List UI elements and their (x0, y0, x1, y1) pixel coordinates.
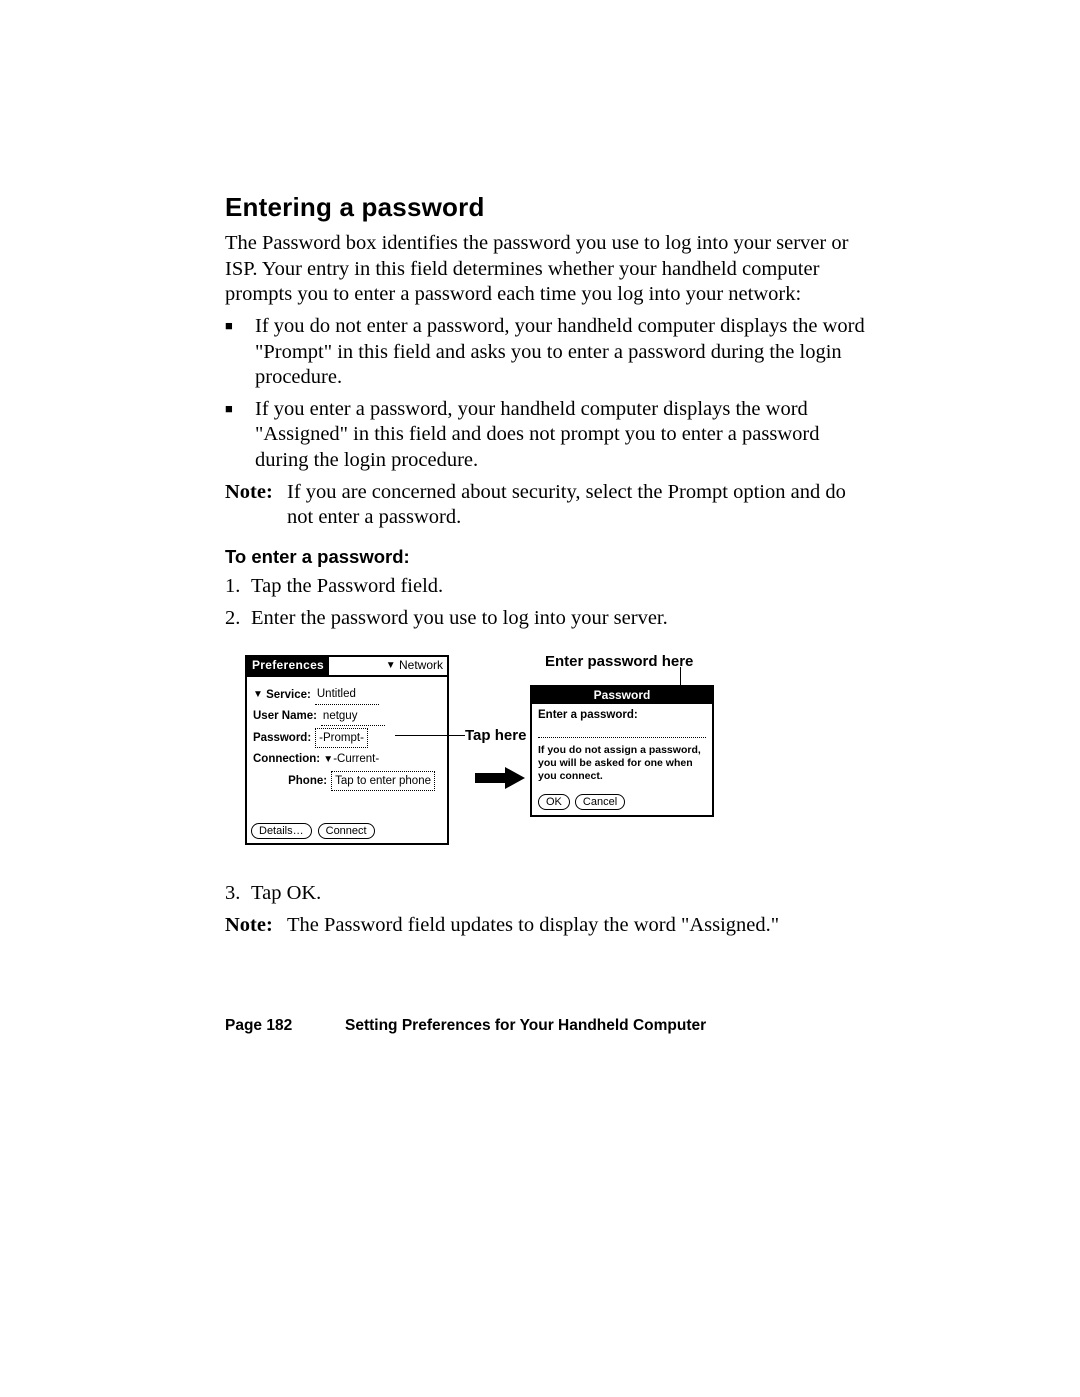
username-row: User Name: netguy (253, 707, 441, 726)
numbered-list-cont: 3. Tap OK. (225, 881, 865, 907)
password-field[interactable]: -Prompt- (315, 728, 368, 748)
password-input[interactable] (538, 725, 706, 738)
step-number: 1. (225, 574, 251, 600)
step-number: 2. (225, 606, 251, 632)
page: Entering a password The Password box ide… (0, 0, 1080, 1397)
preferences-screen: Preferences ▼ Network ▼ Service: Untitle… (245, 655, 449, 845)
step-number: 3. (225, 881, 251, 907)
bullet-text: If you do not enter a password, your han… (255, 314, 865, 391)
list-item: ■ If you do not enter a password, your h… (225, 314, 865, 391)
page-footer: Page 182 Setting Preferences for Your Ha… (225, 1017, 865, 1035)
service-label: Service: (266, 686, 311, 704)
password-row: Password: -Prompt- (253, 728, 441, 748)
note-text: If you are concerned about security, sel… (287, 480, 865, 531)
page-number: Page 182 (225, 1017, 345, 1035)
step-text: Tap the Password field. (251, 574, 865, 600)
password-dialog: Password Enter a password: If you do not… (530, 685, 714, 817)
service-row[interactable]: ▼ Service: Untitled (253, 685, 441, 704)
dialog-title: Password (532, 687, 712, 704)
connect-button[interactable]: Connect (318, 823, 375, 839)
note-label: Note: (225, 480, 287, 506)
note-label: Note: (225, 913, 287, 939)
dropdown-icon: ▼ (386, 660, 396, 673)
bullet-list: ■ If you do not enter a password, your h… (225, 314, 865, 474)
body-text: The Password box identifies the password… (225, 231, 865, 939)
panel-menu-label: Network (399, 658, 443, 672)
figure: Enter password here Preferences ▼ Networ… (225, 643, 865, 863)
section-heading: Entering a password (225, 192, 865, 223)
password-label: Password: (253, 729, 311, 747)
procedure-heading: To enter a password: (225, 545, 865, 568)
note-block: Note: The Password field updates to disp… (225, 913, 865, 939)
connection-row[interactable]: Connection: ▼ -Current- (253, 750, 441, 768)
ok-button[interactable]: OK (538, 794, 570, 810)
dialog-prompt: Enter a password: (538, 708, 706, 722)
dropdown-icon: ▼ (253, 687, 263, 703)
connection-label: Connection: (253, 750, 320, 768)
dialog-buttons: OK Cancel (538, 794, 625, 810)
phone-label: Phone: (288, 772, 327, 790)
step-text: Tap OK. (251, 881, 865, 907)
list-item: 2. Enter the password you use to log int… (225, 606, 865, 632)
callout-line (395, 735, 465, 736)
app-title: Preferences (247, 657, 329, 675)
titlebar: Preferences ▼ Network (247, 657, 447, 677)
note-text: The Password field updates to display th… (287, 913, 865, 939)
username-value[interactable]: netguy (321, 707, 385, 726)
arrow-icon (475, 767, 525, 789)
cancel-button[interactable]: Cancel (575, 794, 625, 810)
note-block: Note: If you are concerned about securit… (225, 480, 865, 531)
step-text: Enter the password you use to log into y… (251, 606, 865, 632)
main-content: Entering a password The Password box ide… (225, 192, 865, 943)
intro-paragraph: The Password box identifies the password… (225, 231, 865, 308)
phone-field[interactable]: Tap to enter phone (331, 771, 435, 791)
username-label: User Name: (253, 707, 317, 725)
bullet-icon: ■ (225, 314, 255, 338)
form-body: ▼ Service: Untitled User Name: netguy Pa… (247, 677, 447, 791)
service-value[interactable]: Untitled (315, 685, 379, 704)
callout-enter-password: Enter password here (545, 653, 693, 672)
panel-menu[interactable]: ▼ Network (329, 657, 447, 675)
details-button[interactable]: Details… (251, 823, 312, 839)
callout-tap-here: Tap here (465, 727, 526, 746)
footer-buttons: Details… Connect (251, 823, 375, 839)
list-item: 1. Tap the Password field. (225, 574, 865, 600)
list-item: ■ If you enter a password, your handheld… (225, 397, 865, 474)
chapter-title: Setting Preferences for Your Handheld Co… (345, 1017, 865, 1035)
dropdown-icon: ▼ (323, 752, 333, 768)
phone-row: Phone: Tap to enter phone (253, 771, 441, 791)
bullet-icon: ■ (225, 397, 255, 421)
dialog-body: Enter a password: If you do not assign a… (532, 704, 712, 783)
bullet-text: If you enter a password, your handheld c… (255, 397, 865, 474)
numbered-list: 1. Tap the Password field. 2. Enter the … (225, 574, 865, 631)
dialog-note: If you do not assign a password, you wil… (538, 744, 706, 783)
list-item: 3. Tap OK. (225, 881, 865, 907)
connection-value: -Current- (333, 750, 379, 768)
